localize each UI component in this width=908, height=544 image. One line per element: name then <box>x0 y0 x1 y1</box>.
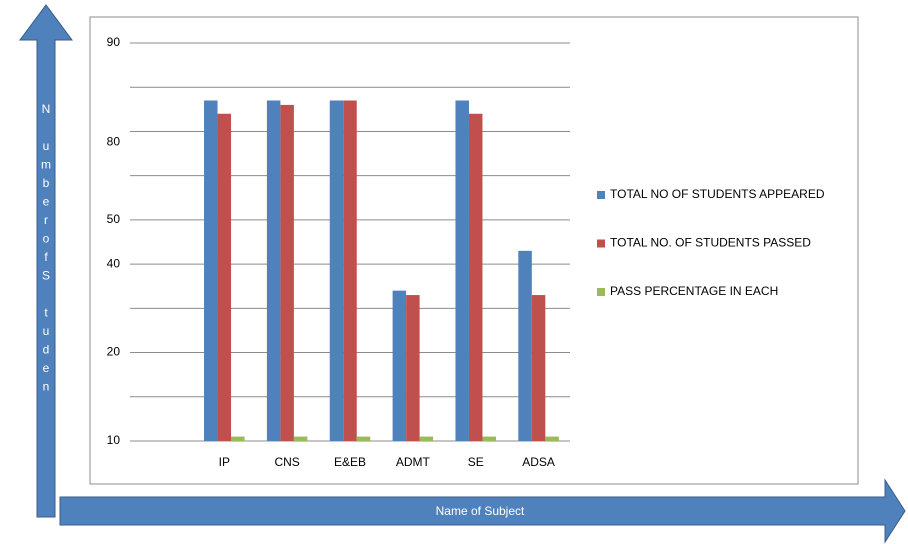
bar <box>518 250 532 441</box>
bar <box>204 100 218 441</box>
bar <box>356 436 371 441</box>
y-tick-label: 20 <box>107 345 121 359</box>
x-tick-label: IP <box>219 455 230 469</box>
bar <box>531 295 546 441</box>
x-tick-label: E&EB <box>334 455 366 469</box>
bar <box>468 113 483 441</box>
x-tick-label: ADSA <box>522 455 555 469</box>
x-tick-label: SE <box>468 455 484 469</box>
bar <box>419 436 434 441</box>
bar <box>293 436 308 441</box>
bar <box>406 295 420 441</box>
legend-label: TOTAL NO. OF STUDENTS PASSED <box>610 236 811 250</box>
bar <box>217 113 232 441</box>
bar <box>266 100 281 441</box>
y-tick-label: 90 <box>107 35 121 49</box>
bar <box>455 100 469 441</box>
bar <box>545 436 559 441</box>
y-tick-label: 80 <box>107 135 121 149</box>
x-tick-label: CNS <box>274 455 299 469</box>
legend-swatch <box>597 288 605 296</box>
x-arrow <box>59 478 906 544</box>
x-tick-label: ADMT <box>396 455 431 469</box>
bar <box>280 104 294 442</box>
bar <box>343 100 357 441</box>
bar <box>392 290 407 441</box>
bar <box>482 436 496 441</box>
bar <box>231 436 245 441</box>
bar <box>329 100 344 441</box>
y-tick-label: 10 <box>107 433 121 447</box>
y-arrow <box>19 4 73 518</box>
x-axis-label: Name of Subject <box>436 504 525 518</box>
y-tick-label: 40 <box>107 256 121 270</box>
legend-label: TOTAL NO OF STUDENTS APPEARED <box>610 187 825 201</box>
legend-swatch <box>597 239 605 248</box>
y-tick-label: 50 <box>107 212 121 226</box>
legend-label: PASS PERCENTAGE IN EACH <box>610 284 778 298</box>
legend-swatch <box>597 191 605 199</box>
